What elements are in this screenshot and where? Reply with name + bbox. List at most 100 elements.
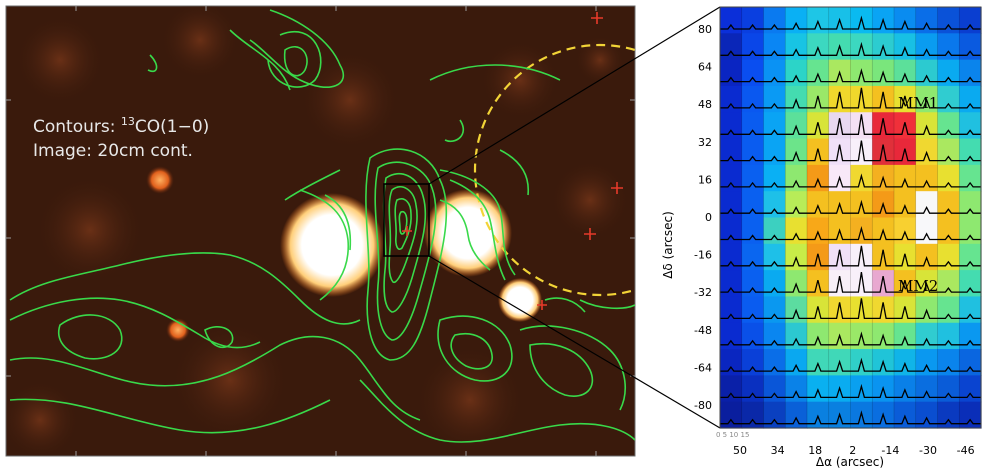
map-cell [959,349,982,376]
map-cell [937,164,960,192]
map-cell [720,138,743,166]
map-cell [915,191,939,219]
map-cell [828,112,852,140]
map-cell [915,217,939,245]
spectrum-row [720,298,981,320]
map-cell [720,349,743,376]
map-cell [785,349,808,376]
map-cell [807,164,830,192]
map-cell [915,401,939,429]
map-cell [741,243,765,271]
annotation-mm2: MM2 [898,277,938,295]
map-cell [915,59,939,87]
radio-source-faint-1 [146,166,174,194]
spectrum-row [720,173,981,188]
spectrum-row [720,199,981,214]
map-cell [872,85,895,113]
radio-source-left [280,193,384,297]
map-cell [937,112,960,140]
map-cell [850,243,873,271]
y-tick-label: 32 [698,136,712,149]
spectrum-row [720,114,981,135]
y-tick-label: 0 [705,211,712,224]
map-cell [937,243,960,271]
map-cell [915,164,939,192]
map-cell [720,7,743,34]
map-cell [720,243,743,271]
map-cell [785,401,808,429]
x-tick-label: -14 [881,444,899,457]
map-cell [785,59,808,87]
map-cell [937,33,960,61]
map-cell [720,401,743,429]
map-cell [763,33,786,61]
map-cell [937,138,960,166]
map-cell [720,59,743,87]
map-cell [850,296,873,324]
continuum-image-panel: Contours: 13CO(1−0) Image: 20cm cont. [5,5,636,457]
spectrum-row [720,68,981,83]
x-tick-label: 50 [733,444,747,457]
beam-circle [473,43,635,297]
map-cell [763,401,786,429]
map-cell [720,191,743,219]
y-tick-label: -48 [694,324,712,337]
y-axis-label: Δδ (arcsec) [661,211,675,279]
map-cell [741,7,765,34]
small-label: 0 5 10 15 [716,431,749,439]
map-cell [894,375,917,403]
map-cell [959,33,982,61]
map-cell [807,349,830,376]
map-cell [959,217,982,245]
map-cell [807,322,830,350]
map-cell [785,164,808,192]
map-cell [915,7,939,34]
x-axis-label: Δα (arcsec) [816,455,884,469]
map-cell [872,112,895,140]
map-cell [720,375,743,403]
map-cell [763,217,786,245]
map-cell [785,375,808,403]
map-cell [915,375,939,403]
map-cell [937,401,960,429]
map-cell [763,243,786,271]
map-cell [959,85,982,113]
map-cell [720,112,743,140]
map-cell [850,270,873,298]
y-tick-labels: 80 64 48 32 16 0 -16 -32 -48 -64 -80 [694,23,712,412]
map-cell [741,33,765,61]
map-cell [937,191,960,219]
zoom-connectors [428,6,721,429]
map-cell [828,243,852,271]
map-cell [850,85,873,113]
map-cell [828,270,852,298]
y-tick-label: -80 [694,399,712,412]
map-cell [763,322,786,350]
map-cell [872,138,895,166]
map-cell [872,243,895,271]
map-cell [959,270,982,298]
map-cell [720,296,743,324]
map-cell [937,7,960,34]
map-cell [937,349,960,376]
spectrum-row [720,140,981,162]
map-cell [785,7,808,34]
map-cell [937,270,960,298]
spectrum-row [720,410,981,425]
map-cell [720,270,743,298]
map-cell [741,164,765,192]
spectral-map-panel: MM1 MM2 0 5 10 15 80 64 48 32 16 0 -16 -32 -48 -6… [661,6,982,469]
map-cell [959,7,982,34]
frame-ticks [6,6,635,456]
map-cell [915,322,939,350]
map-cell [720,164,743,192]
x-tick-label: 2 [849,444,856,457]
map-cell [915,33,939,61]
legend-image: Image: 20cm cont. [33,141,193,161]
map-cell [741,349,765,376]
map-cell [763,191,786,219]
x-tick-label: 34 [771,444,785,457]
map-cell [763,59,786,87]
zoom-box [383,183,430,257]
